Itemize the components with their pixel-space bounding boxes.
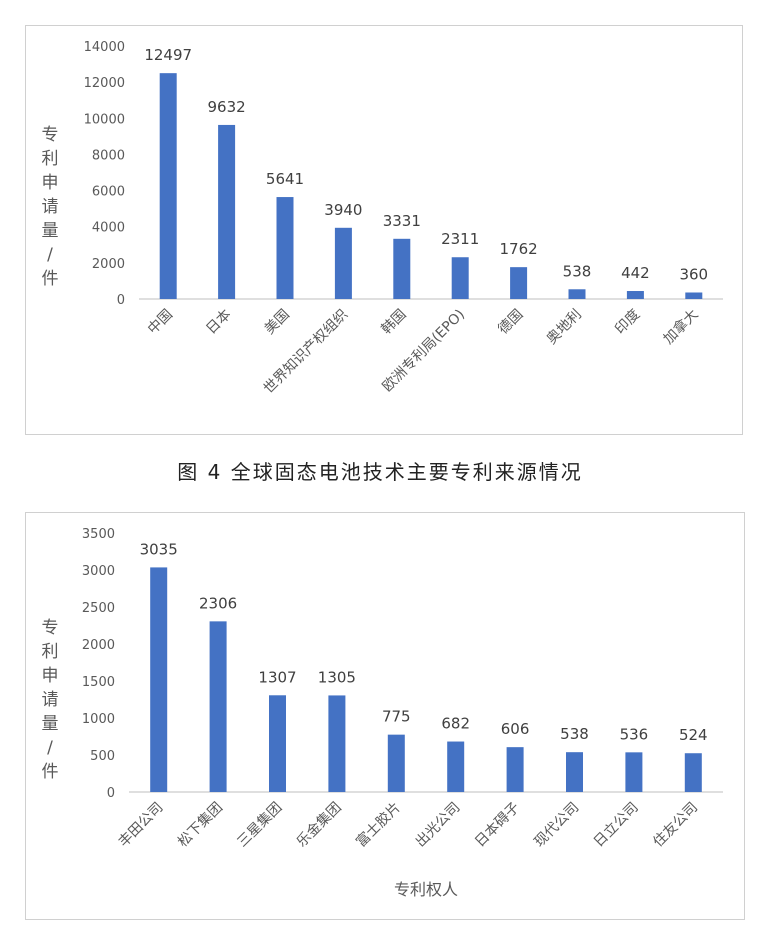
y-tick-label: 2000	[92, 257, 125, 272]
data-label: 1307	[258, 668, 296, 686]
data-label: 1762	[500, 240, 538, 258]
y-tick-label: 1500	[82, 675, 115, 690]
data-label: 9632	[208, 98, 246, 116]
category-label: 松下集团	[174, 799, 226, 851]
data-label: 2311	[441, 230, 479, 248]
category-label: 加拿大	[660, 306, 702, 348]
y-tick-label: 14000	[84, 40, 125, 55]
data-label: 360	[679, 265, 708, 283]
bar	[276, 197, 294, 299]
y-tick-label: 3500	[82, 527, 115, 542]
chart-1: 0 2000 4000 6000 8000 10000 12000 14000 专利申请量/件 1…	[42, 40, 723, 397]
bar	[566, 752, 583, 792]
chart-panel-1: 0 2000 4000 6000 8000 10000 12000 14000 专利申请量/件 1…	[25, 25, 743, 435]
y-tick-label: 8000	[92, 148, 125, 163]
category-label: 住友公司	[650, 800, 701, 851]
bar	[451, 257, 469, 299]
category-label: 乐金集团	[293, 799, 345, 851]
data-label: 538	[560, 725, 589, 743]
y-tick-label: 0	[117, 293, 125, 308]
y-tick-label: 3000	[82, 564, 115, 579]
category-label: 现代公司	[531, 800, 582, 851]
bar	[387, 734, 405, 792]
bar	[626, 291, 644, 299]
bar	[269, 695, 286, 792]
chart-2: 0 500 1000 1500 2000 2500 3000 3500 专利申请量/件 3035 丰…	[42, 527, 723, 899]
figure-caption: 图 4 全球固态电池技术主要专利来源情况	[177, 460, 583, 484]
data-label: 442	[621, 264, 650, 282]
data-label: 606	[501, 720, 530, 738]
data-label: 12497	[144, 46, 192, 64]
bar	[328, 695, 346, 792]
category-label: 韩国	[379, 307, 410, 338]
category-label: 三星集团	[234, 799, 286, 851]
y-tick-label: 4000	[92, 221, 125, 236]
y-tick-label: 0	[107, 786, 115, 801]
data-label: 524	[679, 726, 708, 744]
category-label: 奥地利	[543, 306, 585, 348]
data-label: 3331	[383, 212, 421, 230]
data-label: 3940	[324, 201, 362, 219]
data-label: 682	[441, 715, 470, 733]
category-label: 日本	[203, 307, 234, 338]
data-label: 5641	[266, 170, 304, 188]
bar	[684, 753, 702, 792]
bar	[159, 73, 177, 299]
chart-panel-2: 0 500 1000 1500 2000 2500 3000 3500 专利申请量/件 3035 丰…	[25, 512, 745, 920]
category-label: 出光公司	[413, 800, 464, 851]
bar	[625, 752, 643, 792]
y-tick-label: 2000	[82, 638, 115, 653]
bar	[393, 238, 411, 299]
y-tick-label: 10000	[84, 112, 125, 127]
data-label: 1305	[318, 668, 356, 686]
data-label: 538	[563, 262, 592, 280]
y-tick-label: 1000	[82, 712, 115, 727]
bar	[568, 289, 586, 299]
bar	[510, 267, 528, 299]
y-tick-label: 2500	[82, 601, 115, 616]
bar	[506, 747, 524, 792]
category-label: 丰田公司	[116, 800, 167, 851]
category-label: 美国	[262, 307, 293, 338]
y-axis-label: 专利申请量/件	[42, 618, 59, 782]
category-label: 日立公司	[591, 800, 642, 851]
bar	[150, 567, 168, 792]
bar	[334, 227, 352, 299]
data-label: 2306	[199, 594, 237, 612]
data-label: 536	[620, 725, 649, 743]
bar	[209, 621, 227, 792]
y-axis-label: 专利申请量/件	[42, 125, 59, 289]
data-label: 775	[382, 708, 411, 726]
data-label: 3035	[140, 540, 178, 558]
y-tick-label: 6000	[92, 185, 125, 200]
x-axis-label: 专利权人	[394, 880, 458, 899]
bar	[218, 124, 236, 299]
bar	[685, 292, 703, 299]
category-label: 日本碍子	[472, 800, 523, 851]
category-label: 德国	[495, 307, 526, 338]
y-tick-label: 500	[90, 749, 115, 764]
category-label: 印度	[612, 307, 643, 338]
category-label: 富士胶片	[353, 799, 405, 851]
y-tick-label: 12000	[84, 76, 125, 91]
category-label: 中国	[145, 307, 176, 338]
bar	[447, 741, 465, 792]
